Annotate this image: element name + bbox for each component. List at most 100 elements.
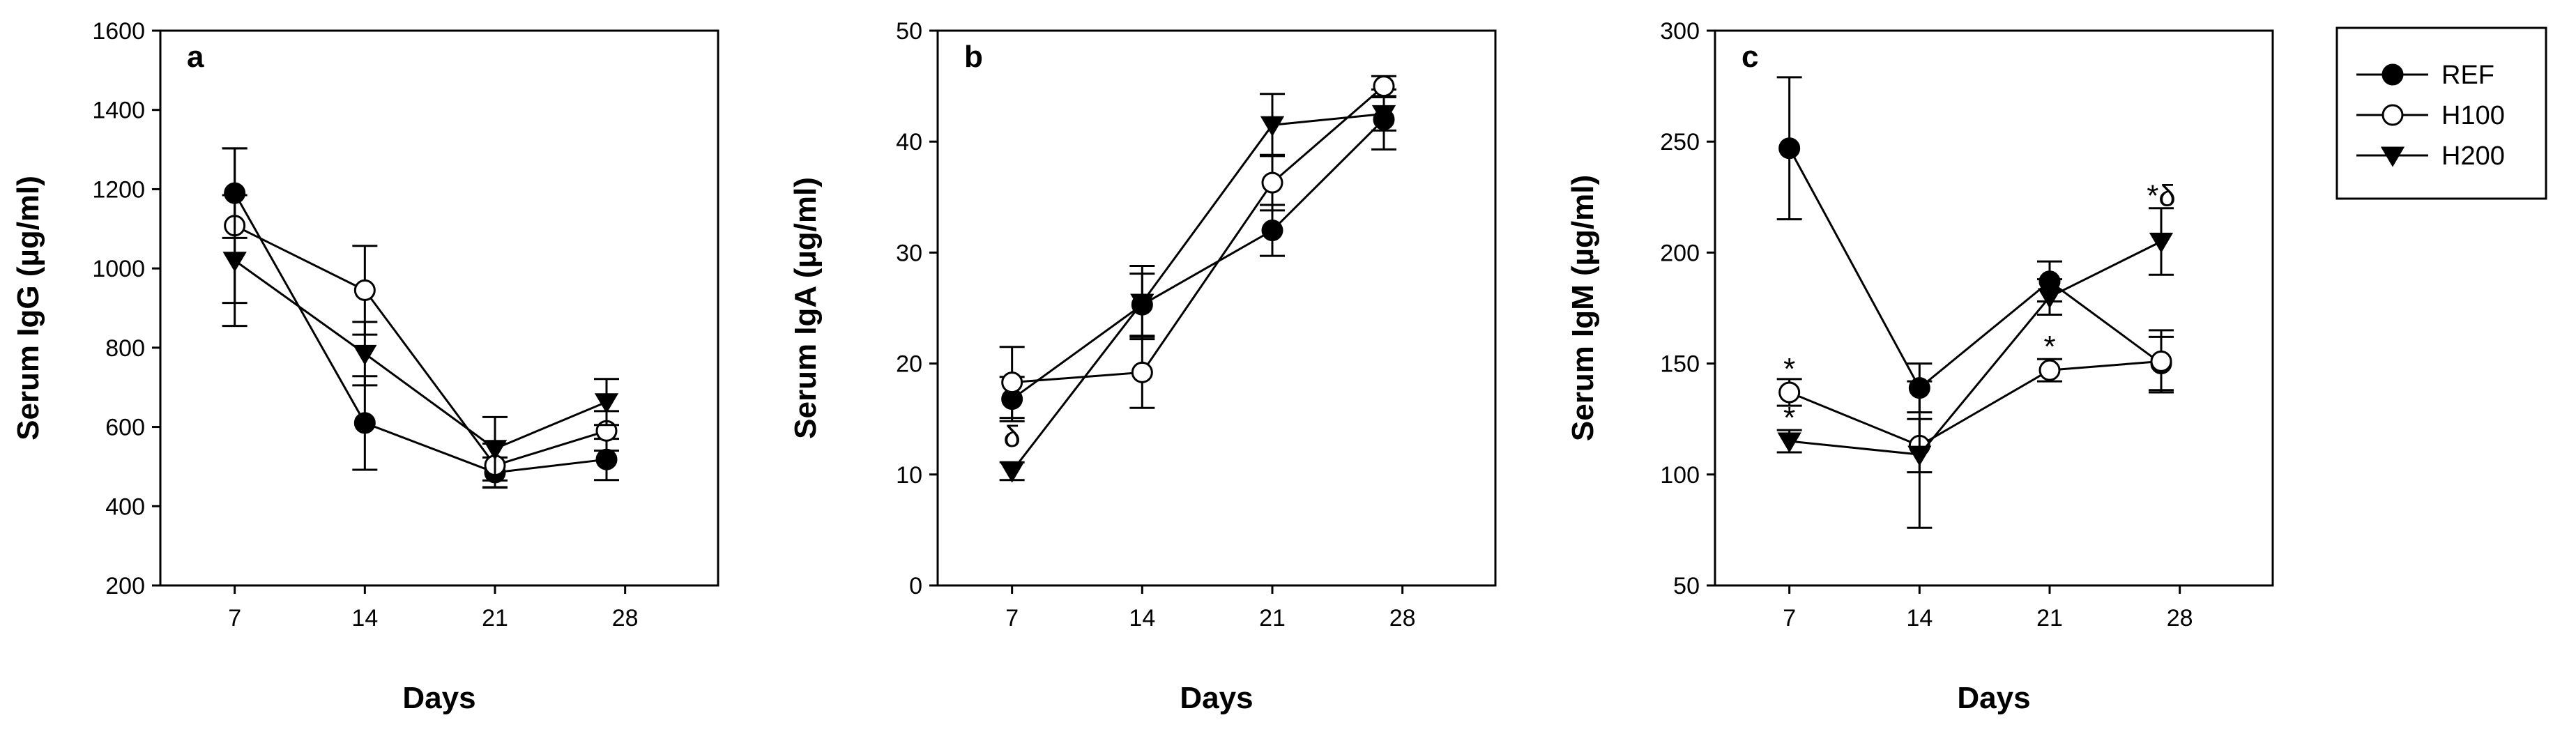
x-tick-label: 28 bbox=[612, 605, 639, 631]
series-h100 bbox=[1776, 329, 2174, 474]
x-axis-title: Days bbox=[402, 681, 475, 715]
significance-marker: * bbox=[2043, 330, 2055, 364]
data-point bbox=[2038, 359, 2061, 381]
panel-letter: c bbox=[1742, 40, 1758, 74]
y-tick-label: 1400 bbox=[92, 98, 145, 124]
series-line bbox=[234, 259, 607, 450]
y-tick-label: 100 bbox=[1660, 462, 1700, 489]
data-point bbox=[482, 440, 508, 461]
y-tick-label: 800 bbox=[105, 335, 145, 362]
significance-marker: * bbox=[1783, 352, 1795, 386]
x-tick-label: 7 bbox=[228, 605, 241, 631]
legend-item-h200: H200 bbox=[2356, 141, 2505, 171]
data-point bbox=[1260, 116, 1285, 137]
series-h100 bbox=[999, 75, 1396, 420]
data-point bbox=[1777, 432, 1801, 453]
data-point bbox=[1778, 137, 1801, 160]
panel-c: 50 100 150 200 250 300 7 14 21 28 Days Serum IgM (µ… bbox=[1566, 18, 2274, 715]
x-tick-label: 7 bbox=[1005, 605, 1019, 631]
y-tick-label: 200 bbox=[1660, 240, 1700, 266]
series-line bbox=[1011, 112, 1385, 472]
data-point bbox=[594, 393, 619, 414]
x-tick-label: 7 bbox=[1783, 605, 1796, 631]
plot-frame bbox=[936, 29, 1497, 587]
y-tick-label: 1200 bbox=[92, 176, 145, 203]
y-tick-label: 400 bbox=[105, 493, 145, 520]
x-tick-label: 14 bbox=[1129, 605, 1155, 631]
data-point bbox=[2150, 350, 2172, 372]
y-tick-label: 200 bbox=[105, 573, 145, 599]
x-axis-title: Days bbox=[1957, 681, 2030, 715]
data-point bbox=[1373, 75, 1395, 98]
plot-frame bbox=[159, 29, 719, 587]
y-tick-label: 600 bbox=[105, 415, 145, 441]
y-tick-label: 150 bbox=[1660, 351, 1700, 378]
x-tick-label: 21 bbox=[482, 605, 508, 631]
data-point bbox=[1130, 293, 1154, 314]
y-axis-title: Serum IgM (µg/ml) bbox=[1566, 175, 1600, 441]
data-point bbox=[2037, 288, 2062, 309]
legend-label: REF bbox=[2441, 61, 2494, 90]
legend-marker bbox=[2381, 63, 2404, 86]
data-point bbox=[595, 448, 618, 470]
y-tick-label: 250 bbox=[1660, 129, 1700, 155]
y-axis-title: Serum IgG (µg/ml) bbox=[11, 176, 45, 440]
x-tick-label: 28 bbox=[2167, 605, 2193, 631]
series-ref bbox=[1776, 76, 2174, 414]
panel-letter: b bbox=[964, 40, 983, 74]
data-point bbox=[353, 344, 377, 365]
legend-box bbox=[2335, 26, 2547, 200]
plot-frame bbox=[1714, 29, 2274, 587]
series-h200 bbox=[222, 194, 619, 482]
legend-label: H200 bbox=[2441, 141, 2505, 171]
data-point bbox=[353, 412, 376, 434]
panel-letter: a bbox=[187, 40, 204, 74]
x-tick-label: 28 bbox=[1389, 605, 1416, 631]
significance-marker: *δ bbox=[2147, 179, 2176, 213]
y-tick-label: 0 bbox=[909, 573, 922, 599]
data-point bbox=[353, 279, 376, 301]
data-point bbox=[1000, 462, 1024, 483]
series-h200 bbox=[1776, 207, 2174, 529]
y-tick-label: 1000 bbox=[92, 256, 145, 282]
x-tick-label: 21 bbox=[2036, 605, 2063, 631]
data-point bbox=[2149, 232, 2174, 254]
significance-marker: δ bbox=[1003, 420, 1021, 454]
legend-item-ref: REF bbox=[2356, 61, 2494, 90]
series-line bbox=[1011, 118, 1385, 400]
panel-a: 200 400 600 800 1000 1200 1400 1600 7 14 21 28 Days S… bbox=[11, 18, 719, 715]
data-point bbox=[1261, 171, 1283, 194]
series-ref bbox=[999, 88, 1396, 422]
series-line bbox=[1789, 240, 2162, 456]
data-point bbox=[1001, 371, 1023, 394]
legend-marker bbox=[2381, 104, 2404, 126]
legend-item-h100: H100 bbox=[2356, 101, 2505, 130]
y-axis-title: Serum IgA (µg/ml) bbox=[788, 177, 823, 439]
panel-b: 0 10 20 30 40 50 7 14 21 28 Days Serum IgA (µg/ml) b… bbox=[788, 18, 1497, 715]
legend: REF H100 H200 bbox=[2335, 26, 2547, 200]
data-point bbox=[1907, 445, 1932, 466]
y-tick-label: 1600 bbox=[92, 18, 145, 45]
y-tick-label: 20 bbox=[896, 351, 922, 378]
series-line bbox=[1012, 85, 1385, 384]
significance-marker: * bbox=[1783, 401, 1795, 435]
legend-label: H100 bbox=[2441, 101, 2505, 130]
series-line bbox=[234, 224, 607, 467]
y-tick-label: 50 bbox=[1673, 573, 1700, 599]
series-h100 bbox=[222, 147, 619, 489]
x-axis-title: Days bbox=[1180, 681, 1253, 715]
data-point bbox=[222, 252, 247, 273]
series-line bbox=[1789, 360, 2162, 447]
data-point bbox=[1261, 220, 1283, 242]
y-tick-label: 40 bbox=[896, 129, 922, 155]
y-tick-label: 50 bbox=[896, 18, 922, 45]
y-tick-label: 10 bbox=[896, 462, 922, 489]
y-tick-label: 300 bbox=[1660, 18, 1700, 45]
data-point bbox=[1131, 361, 1153, 383]
y-tick-label: 30 bbox=[896, 240, 922, 266]
data-point bbox=[1371, 105, 1396, 126]
data-point bbox=[1778, 381, 1801, 404]
x-tick-label: 14 bbox=[1906, 605, 1933, 631]
series-h200 bbox=[999, 93, 1396, 483]
